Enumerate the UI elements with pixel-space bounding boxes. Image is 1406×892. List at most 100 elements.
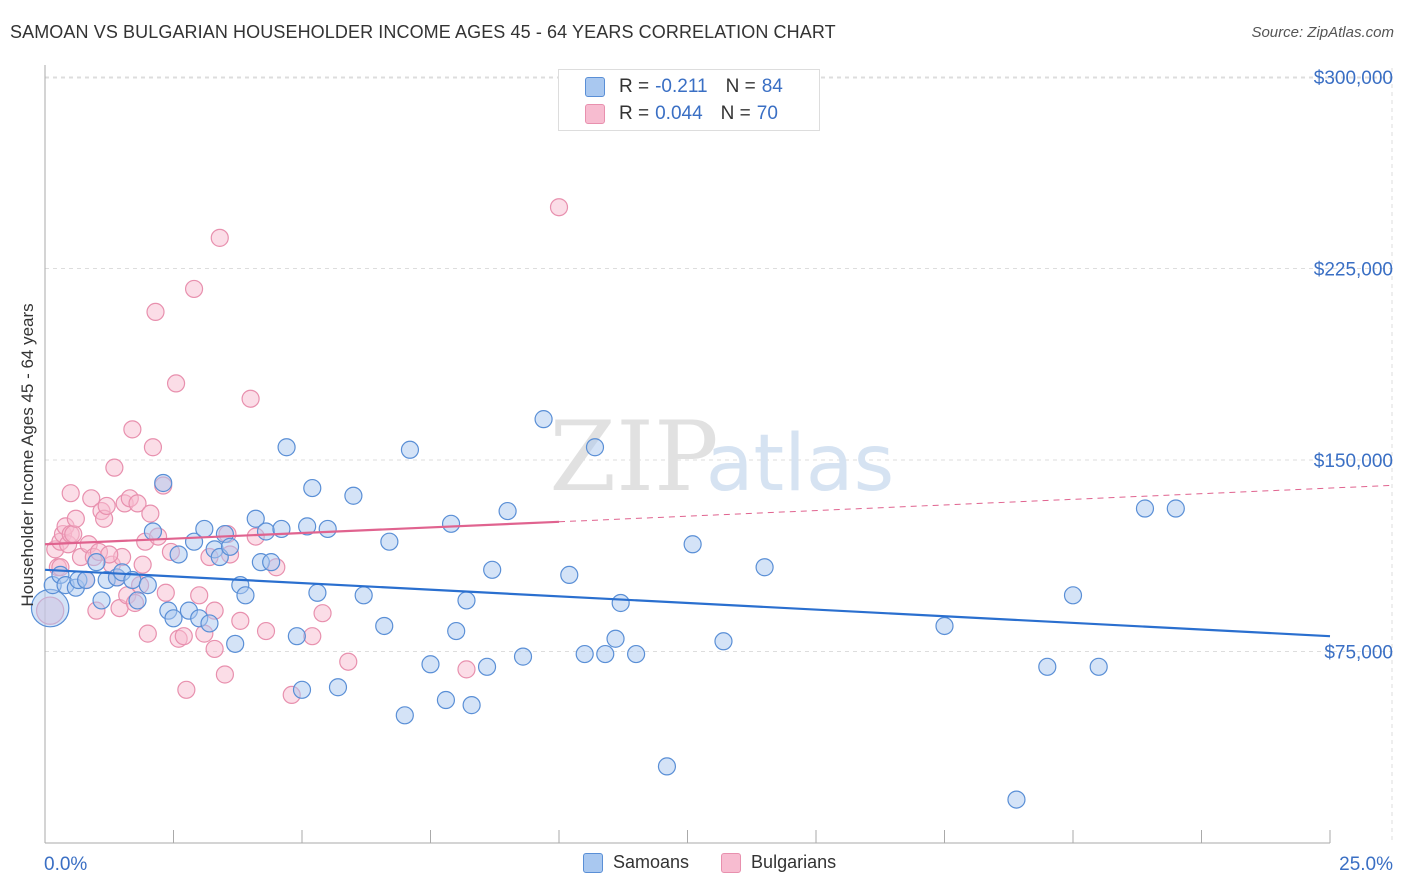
samoans-legend-label: Samoans (613, 852, 690, 872)
bulgarian-point (128, 494, 147, 513)
legend-item-bulgarians[interactable]: Bulgarians (721, 852, 836, 873)
bulgarian-point (231, 611, 250, 630)
series-legend: Samoans Bulgarians (583, 852, 868, 873)
samoan-point (606, 629, 625, 648)
samoan-point (534, 410, 553, 429)
bulgarian-point (66, 509, 85, 528)
samoan-point (354, 586, 373, 605)
samoan-point (575, 644, 594, 664)
bulgarian-point (303, 627, 322, 646)
samoan-point (483, 560, 502, 579)
samoan-point (462, 696, 481, 715)
source-label: Source: ZipAtlas.com (1251, 24, 1394, 41)
samoans-legend-swatch (583, 852, 603, 873)
bulgarians-r-label: R = (619, 103, 650, 124)
watermark: ZIP atlas (549, 401, 894, 513)
samoans-swatch (585, 77, 605, 97)
samoan-point (128, 591, 147, 610)
y-tick-label: $300,000 (1314, 68, 1393, 89)
bulgarians-r-value: 0.044 (655, 103, 703, 124)
samoan-point (596, 644, 615, 664)
samoan-point (935, 616, 954, 636)
samoan-point (226, 634, 245, 653)
watermark-atlas: atlas (706, 419, 895, 509)
trend-line-samoans (44, 568, 1331, 638)
samoans-r-label: R = (619, 76, 650, 97)
y-tick-label: $75,000 (1324, 643, 1393, 664)
samoan-point (380, 532, 399, 551)
samoan-point (92, 591, 111, 610)
bulgarian-point (61, 484, 80, 503)
samoan-point (421, 655, 440, 674)
samoan-point (292, 680, 312, 699)
samoans-n-value: 84 (761, 76, 783, 97)
bulgarian-point (256, 621, 276, 641)
samoan-point (585, 438, 605, 457)
bulgarian-point (105, 458, 124, 477)
x-tick-label-max: 25.0% (1339, 854, 1393, 875)
samoan-point (277, 438, 296, 457)
bulgarians-legend-swatch (721, 852, 742, 873)
legend-row-samoans: R = -0.211 N = 84 (585, 74, 783, 100)
samoans-r-value: -0.211 (655, 76, 708, 97)
bulgarian-point (215, 665, 234, 684)
legend-row-bulgarians: R = 0.044 N = 70 (585, 101, 778, 127)
samoan-point (436, 690, 456, 710)
bulgarian-point (184, 279, 204, 299)
samoan-point (755, 558, 774, 577)
y-tick-label: $150,000 (1314, 451, 1393, 472)
samoan-point (143, 522, 163, 541)
axes (44, 65, 1331, 844)
samoan-point (308, 583, 327, 602)
x-tick-label-min: 0.0% (44, 854, 87, 875)
tick-labels: $75,000 $150,000 $225,000 $300,000 0.0% 25.0% (44, 68, 1393, 875)
samoan-point (262, 553, 281, 572)
bulgarian-point (174, 627, 193, 646)
samoan-point (195, 519, 214, 539)
bulgarian-point (339, 652, 358, 671)
samoan-point (1089, 657, 1108, 676)
chart-title: SAMOAN VS BULGARIAN HOUSEHOLDER INCOME A… (10, 22, 836, 42)
samoan-point (714, 632, 733, 651)
bulgarians-swatch (585, 104, 605, 124)
samoan-point (400, 440, 420, 459)
samoan-point (87, 553, 106, 572)
y-axis-label: Householder Income Ages 45 - 64 years (18, 303, 37, 607)
bulgarians-n-value: 70 (756, 103, 778, 124)
samoan-point (318, 519, 337, 539)
samoan-point (626, 644, 646, 664)
samoan-point (287, 627, 306, 646)
trend-lines (44, 484, 1391, 638)
samoan-point (477, 657, 497, 676)
stats-legend: R = -0.211 N = 84 R = 0.044 N = 70 (558, 69, 820, 131)
bulgarian-point (97, 496, 116, 516)
bulgarian-point (205, 639, 224, 659)
bulgarian-point (156, 583, 175, 602)
samoan-point (220, 537, 240, 556)
samoan-point (154, 473, 173, 493)
samoan-point (513, 647, 533, 666)
samoan-point (441, 514, 461, 533)
watermark-zip: ZIP (549, 401, 718, 513)
samoan-point (1038, 657, 1057, 676)
bulgarian-point (190, 586, 209, 605)
samoan-point (683, 535, 702, 554)
bulgarian-point (210, 228, 229, 247)
trend-line-bulgarians-projection (558, 484, 1391, 523)
samoan-point (77, 570, 96, 590)
samoan-point (303, 478, 322, 498)
samoan-point (1135, 499, 1155, 518)
samoan-point (246, 509, 265, 528)
samoan-point (200, 614, 219, 633)
samoan-point (298, 517, 317, 536)
trend-line-bulgarians (44, 520, 560, 546)
bulgarian-point (241, 389, 260, 408)
bulgarian-point (177, 680, 196, 699)
data-points (30, 198, 1185, 809)
samoan-point (498, 501, 517, 521)
samoan-point (1007, 790, 1026, 809)
legend-item-samoans[interactable]: Samoans (583, 852, 689, 873)
bulgarian-point (457, 660, 476, 679)
bulgarian-point (146, 302, 165, 322)
